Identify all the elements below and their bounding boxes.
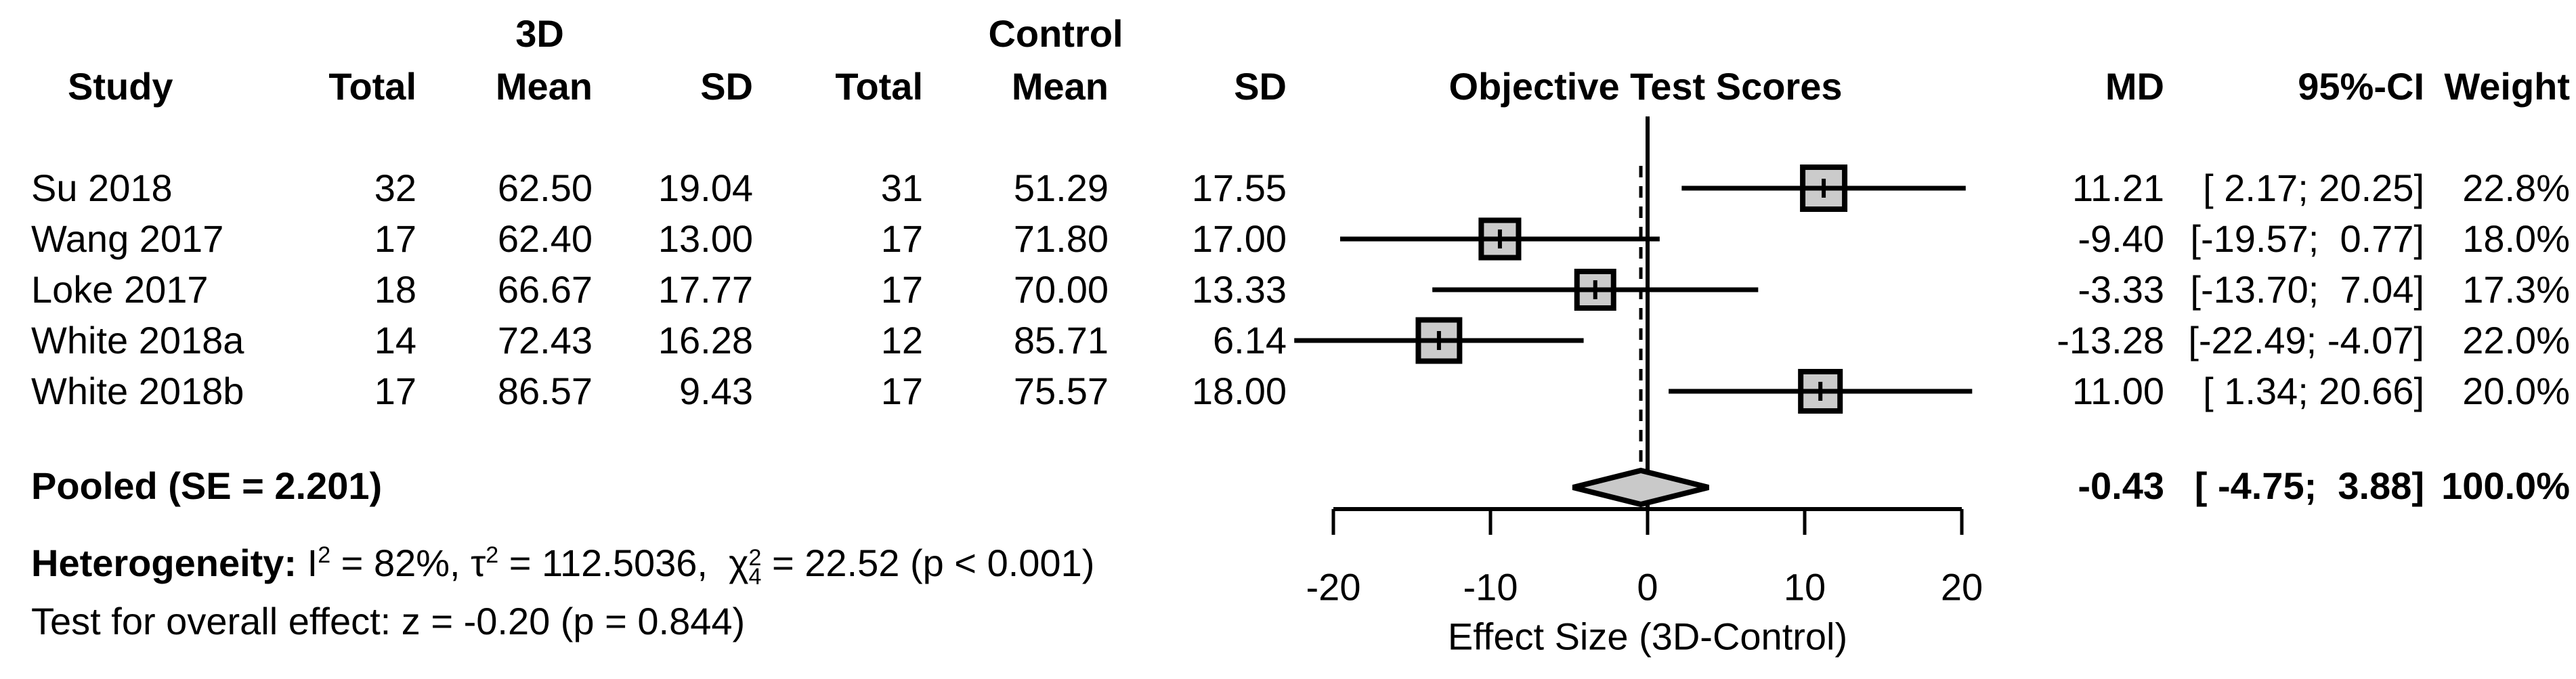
stat-text: = 112.5036,: [498, 542, 729, 584]
table-cell-total_3d: 17: [374, 370, 416, 412]
table-cell-study: White 2018b: [31, 370, 244, 412]
table-cell-weight_text: 22.0%: [2462, 319, 2570, 362]
x-axis-tick-label: 0: [1637, 566, 1658, 609]
x-axis-tick-label: -10: [1463, 566, 1518, 609]
heterogeneity-stats: Heterogeneity: I2 = 82%, τ2 = 112.5036, …: [31, 542, 1250, 590]
table-cell-mean_3d: 62.50: [497, 167, 593, 209]
x-axis-tick-label: 20: [1941, 566, 1983, 609]
table-cell-total_ctrl: 12: [880, 319, 923, 362]
overall-effect-test: Test for overall effect: z = -0.20 (p = …: [31, 600, 746, 642]
x-axis-tick-label: -20: [1306, 566, 1361, 609]
x-axis-tick-label: 10: [1784, 566, 1826, 609]
table-cell-md_text: -3.33: [2078, 268, 2164, 311]
col-header-md: MD: [2105, 65, 2164, 108]
pooled-weight-value: 100.0%: [2441, 464, 2570, 507]
table-cell-total_3d: 32: [374, 167, 416, 209]
pooled-diamond: [1572, 467, 1709, 508]
table-cell-total_3d: 14: [374, 319, 416, 362]
table-cell-total_ctrl: 17: [880, 217, 923, 260]
table-cell-sd_ctrl: 6.14: [1213, 319, 1287, 362]
table-cell-sd_ctrl: 13.33: [1191, 268, 1287, 311]
table-cell-mean_3d: 72.43: [497, 319, 593, 362]
table-cell-sd_ctrl: 17.55: [1191, 167, 1287, 209]
table-cell-study: Wang 2017: [31, 217, 224, 260]
table-cell-md_text: 11.00: [2072, 370, 2164, 412]
forest-plot-area: -20 -10 0 10 20 Effect Size (3D-Control): [1294, 116, 1983, 658]
table-cell-sd_3d: 9.43: [679, 370, 753, 412]
col-header-sd-3d: SD: [700, 65, 753, 108]
table-cell-sd_3d: 13.00: [658, 217, 753, 260]
col-header-sd-control: SD: [1234, 65, 1287, 108]
col-header-total-3d: Total: [328, 65, 416, 108]
table-cell-total_ctrl: 17: [880, 268, 923, 311]
pooled-ci-value: [ -4.75; 3.88]: [2194, 464, 2424, 507]
table-cell-total_3d: 18: [374, 268, 416, 311]
table-cell-md_text: -13.28: [2057, 319, 2164, 362]
col-header-mean-3d: Mean: [495, 65, 593, 108]
pooled-md-value: -0.43: [2078, 464, 2164, 507]
table-row: White 2018b 17 86.57 9.43 17 75.57 18.00 11.00 […: [0, 372, 2576, 410]
table-cell-ci_text: [-13.70; 7.04]: [2190, 268, 2424, 311]
table-cell-sd_3d: 19.04: [658, 167, 753, 209]
table-cell-md_text: -9.40: [2078, 217, 2164, 260]
superscript: 2: [486, 542, 499, 568]
table-cell-ci_text: [-19.57; 0.77]: [2190, 217, 2424, 260]
table-cell-total_3d: 17: [374, 217, 416, 260]
table-cell-ci_text: [ 2.17; 20.25]: [2203, 167, 2424, 209]
table-cell-study: Su 2018: [31, 167, 173, 209]
stat-text: Heterogeneity:: [31, 542, 307, 584]
pooled-label: Pooled (SE = 2.201): [31, 464, 383, 507]
table-cell-study: Loke 2017: [31, 268, 209, 311]
stat-text: I: [307, 542, 318, 584]
table-cell-mean_ctrl: 75.57: [1013, 370, 1109, 412]
stat-text: = 82%, τ: [330, 542, 486, 584]
superscript: 2: [318, 542, 331, 568]
table-cell-weight_text: 17.3%: [2462, 268, 2570, 311]
col-header-study: Study: [68, 65, 173, 108]
table-cell-mean_ctrl: 51.29: [1013, 167, 1109, 209]
table-cell-md_text: 11.21: [2072, 167, 2164, 209]
table-cell-ci_text: [ 1.34; 20.66]: [2203, 370, 2424, 412]
table-cell-mean_3d: 62.40: [497, 217, 593, 260]
group-label-control: Control: [988, 12, 1123, 55]
table-cell-total_ctrl: 31: [880, 167, 923, 209]
table-cell-mean_3d: 86.57: [497, 370, 593, 412]
table-cell-sd_3d: 17.77: [658, 268, 753, 311]
table-row: White 2018a 14 72.43 16.28 12 85.71 6.14 -13.28…: [0, 322, 2576, 359]
table-cell-total_ctrl: 17: [880, 370, 923, 412]
table-cell-ci_text: [-22.49; -4.07]: [2188, 319, 2424, 362]
table-cell-weight_text: 18.0%: [2462, 217, 2570, 260]
chi-symbol: χ: [729, 542, 749, 584]
table-cell-mean_ctrl: 85.71: [1013, 319, 1109, 362]
table-cell-weight_text: 22.8%: [2462, 167, 2570, 209]
plot-title: Objective Test Scores: [1448, 65, 1843, 108]
table-cell-sd_ctrl: 18.00: [1191, 370, 1287, 412]
col-header-weight: Weight: [2444, 65, 2570, 108]
col-header-total-control: Total: [835, 65, 923, 108]
stat-text: = 22.52 (p < 0.001): [761, 542, 1095, 584]
table-cell-mean_3d: 66.67: [497, 268, 593, 311]
table-cell-mean_ctrl: 71.80: [1013, 217, 1109, 260]
group-label-3d: 3D: [515, 12, 564, 55]
table-cell-weight_text: 20.0%: [2462, 370, 2570, 412]
table-row: Wang 2017 17 62.40 13.00 17 71.80 17.00 -9.40 [-…: [0, 220, 2576, 258]
col-header-ci: 95%-CI: [2298, 65, 2424, 108]
table-row: Loke 2017 18 66.67 17.77 17 70.00 13.33 -3.33 [-…: [0, 271, 2576, 309]
x-axis-title: Effect Size (3D-Control): [1448, 615, 1847, 658]
table-cell-sd_3d: 16.28: [658, 319, 753, 362]
table-cell-study: White 2018a: [31, 319, 244, 362]
col-header-mean-control: Mean: [1011, 65, 1109, 108]
table-cell-sd_ctrl: 17.00: [1191, 217, 1287, 260]
table-row: Su 2018 32 62.50 19.04 31 51.29 17.55 11.21 [ 2.…: [0, 169, 2576, 207]
table-cell-mean_ctrl: 70.00: [1013, 268, 1109, 311]
